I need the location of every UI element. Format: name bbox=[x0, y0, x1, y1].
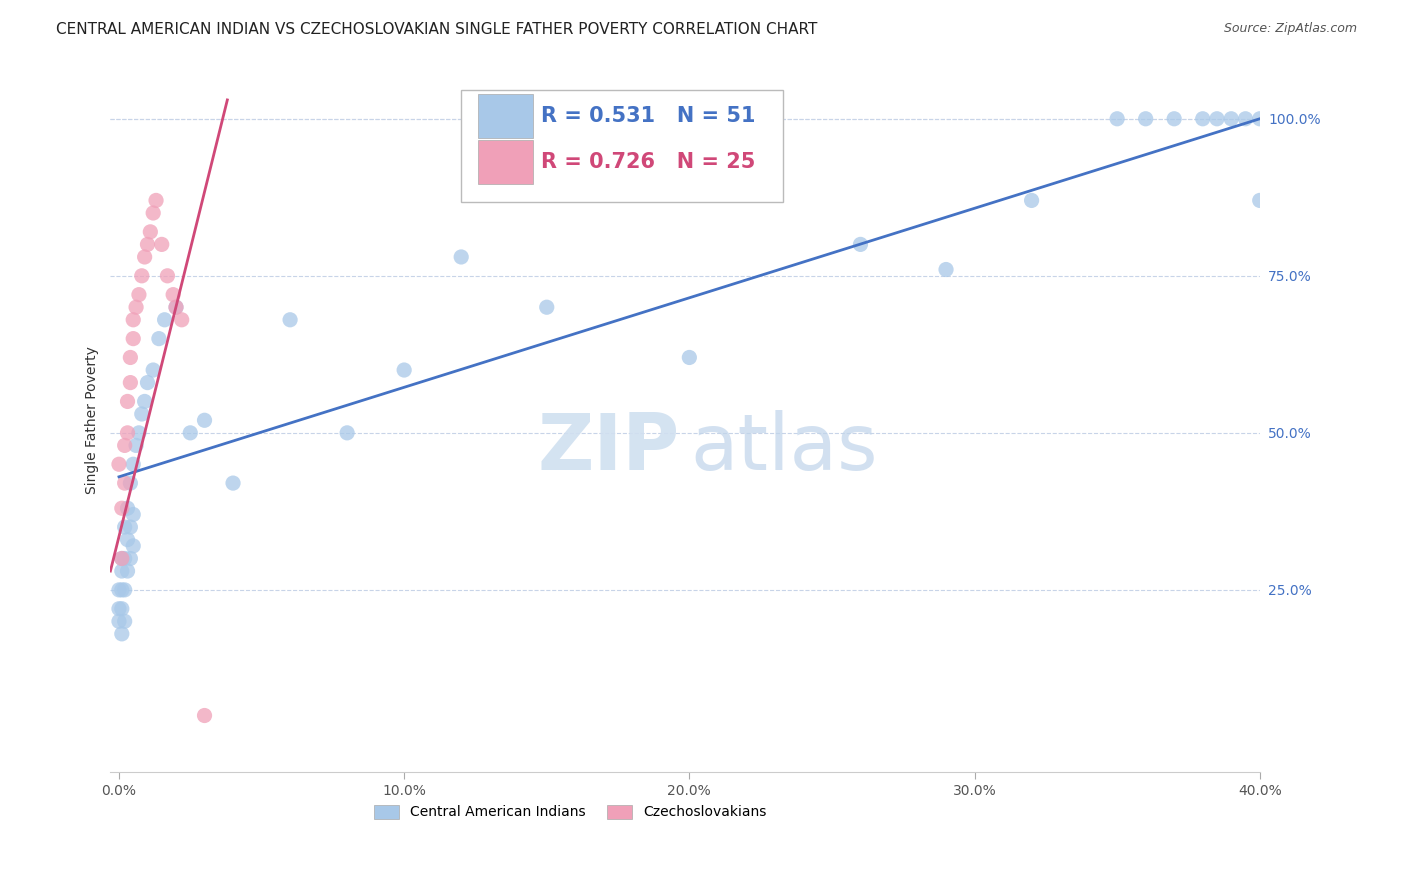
Point bbox=[1249, 112, 1271, 126]
Point bbox=[536, 300, 558, 314]
Point bbox=[117, 394, 139, 409]
Text: ZIP: ZIP bbox=[537, 410, 679, 486]
Point bbox=[120, 476, 142, 491]
Point bbox=[278, 312, 301, 326]
Point bbox=[114, 438, 136, 452]
Point bbox=[114, 476, 136, 491]
Point bbox=[114, 582, 136, 597]
Point bbox=[111, 582, 134, 597]
Point bbox=[678, 351, 700, 365]
Point bbox=[142, 363, 165, 377]
Point bbox=[148, 332, 170, 346]
Point bbox=[1234, 112, 1257, 126]
Point bbox=[222, 476, 245, 491]
Point bbox=[136, 237, 159, 252]
Point bbox=[935, 262, 957, 277]
Point bbox=[145, 194, 167, 208]
Point bbox=[120, 376, 142, 390]
Point bbox=[120, 551, 142, 566]
Point bbox=[117, 533, 139, 547]
Point bbox=[1249, 194, 1271, 208]
FancyBboxPatch shape bbox=[461, 89, 783, 202]
Point bbox=[1220, 112, 1243, 126]
Point bbox=[134, 394, 156, 409]
Point bbox=[165, 300, 187, 314]
Point bbox=[120, 520, 142, 534]
Point bbox=[139, 225, 162, 239]
Point bbox=[111, 627, 134, 641]
Legend: Central American Indians, Czechoslovakians: Central American Indians, Czechoslovakia… bbox=[368, 799, 772, 825]
Point bbox=[1135, 112, 1157, 126]
Text: CENTRAL AMERICAN INDIAN VS CZECHOSLOVAKIAN SINGLE FATHER POVERTY CORRELATION CHA: CENTRAL AMERICAN INDIAN VS CZECHOSLOVAKI… bbox=[56, 22, 818, 37]
Point bbox=[122, 539, 145, 553]
Point bbox=[165, 300, 187, 314]
Point bbox=[134, 250, 156, 264]
Point bbox=[1191, 112, 1213, 126]
Point bbox=[120, 351, 142, 365]
Point bbox=[1107, 112, 1129, 126]
FancyBboxPatch shape bbox=[478, 140, 533, 184]
Point bbox=[1163, 112, 1185, 126]
Point bbox=[114, 551, 136, 566]
Point bbox=[111, 601, 134, 615]
Point bbox=[114, 520, 136, 534]
Text: R = 0.531   N = 51: R = 0.531 N = 51 bbox=[541, 106, 756, 126]
Point bbox=[1021, 194, 1043, 208]
Point bbox=[142, 206, 165, 220]
Point bbox=[336, 425, 359, 440]
Point bbox=[117, 501, 139, 516]
Point bbox=[162, 287, 184, 301]
Point bbox=[122, 332, 145, 346]
Point bbox=[179, 425, 201, 440]
Point bbox=[125, 438, 148, 452]
Y-axis label: Single Father Poverty: Single Father Poverty bbox=[86, 346, 100, 494]
Point bbox=[117, 425, 139, 440]
Point bbox=[392, 363, 415, 377]
Point bbox=[122, 508, 145, 522]
Point bbox=[1206, 112, 1229, 126]
Point bbox=[849, 237, 872, 252]
Point bbox=[108, 457, 131, 471]
Text: atlas: atlas bbox=[690, 410, 879, 486]
Point bbox=[108, 601, 131, 615]
Point bbox=[122, 312, 145, 326]
Point bbox=[114, 615, 136, 629]
Point bbox=[193, 413, 215, 427]
Point bbox=[193, 708, 215, 723]
Point bbox=[122, 457, 145, 471]
Point bbox=[111, 551, 134, 566]
Point bbox=[128, 287, 150, 301]
Point bbox=[108, 615, 131, 629]
Point bbox=[125, 300, 148, 314]
Text: Source: ZipAtlas.com: Source: ZipAtlas.com bbox=[1223, 22, 1357, 36]
Text: R = 0.726   N = 25: R = 0.726 N = 25 bbox=[541, 153, 756, 172]
Point bbox=[131, 268, 153, 283]
FancyBboxPatch shape bbox=[478, 94, 533, 137]
Point bbox=[450, 250, 472, 264]
Point bbox=[150, 237, 173, 252]
Point bbox=[170, 312, 193, 326]
Point bbox=[111, 501, 134, 516]
Point bbox=[117, 564, 139, 578]
Point bbox=[131, 407, 153, 421]
Point bbox=[136, 376, 159, 390]
Point bbox=[111, 564, 134, 578]
Point bbox=[108, 582, 131, 597]
Point bbox=[111, 551, 134, 566]
Point bbox=[153, 312, 176, 326]
Point bbox=[128, 425, 150, 440]
Point bbox=[156, 268, 179, 283]
